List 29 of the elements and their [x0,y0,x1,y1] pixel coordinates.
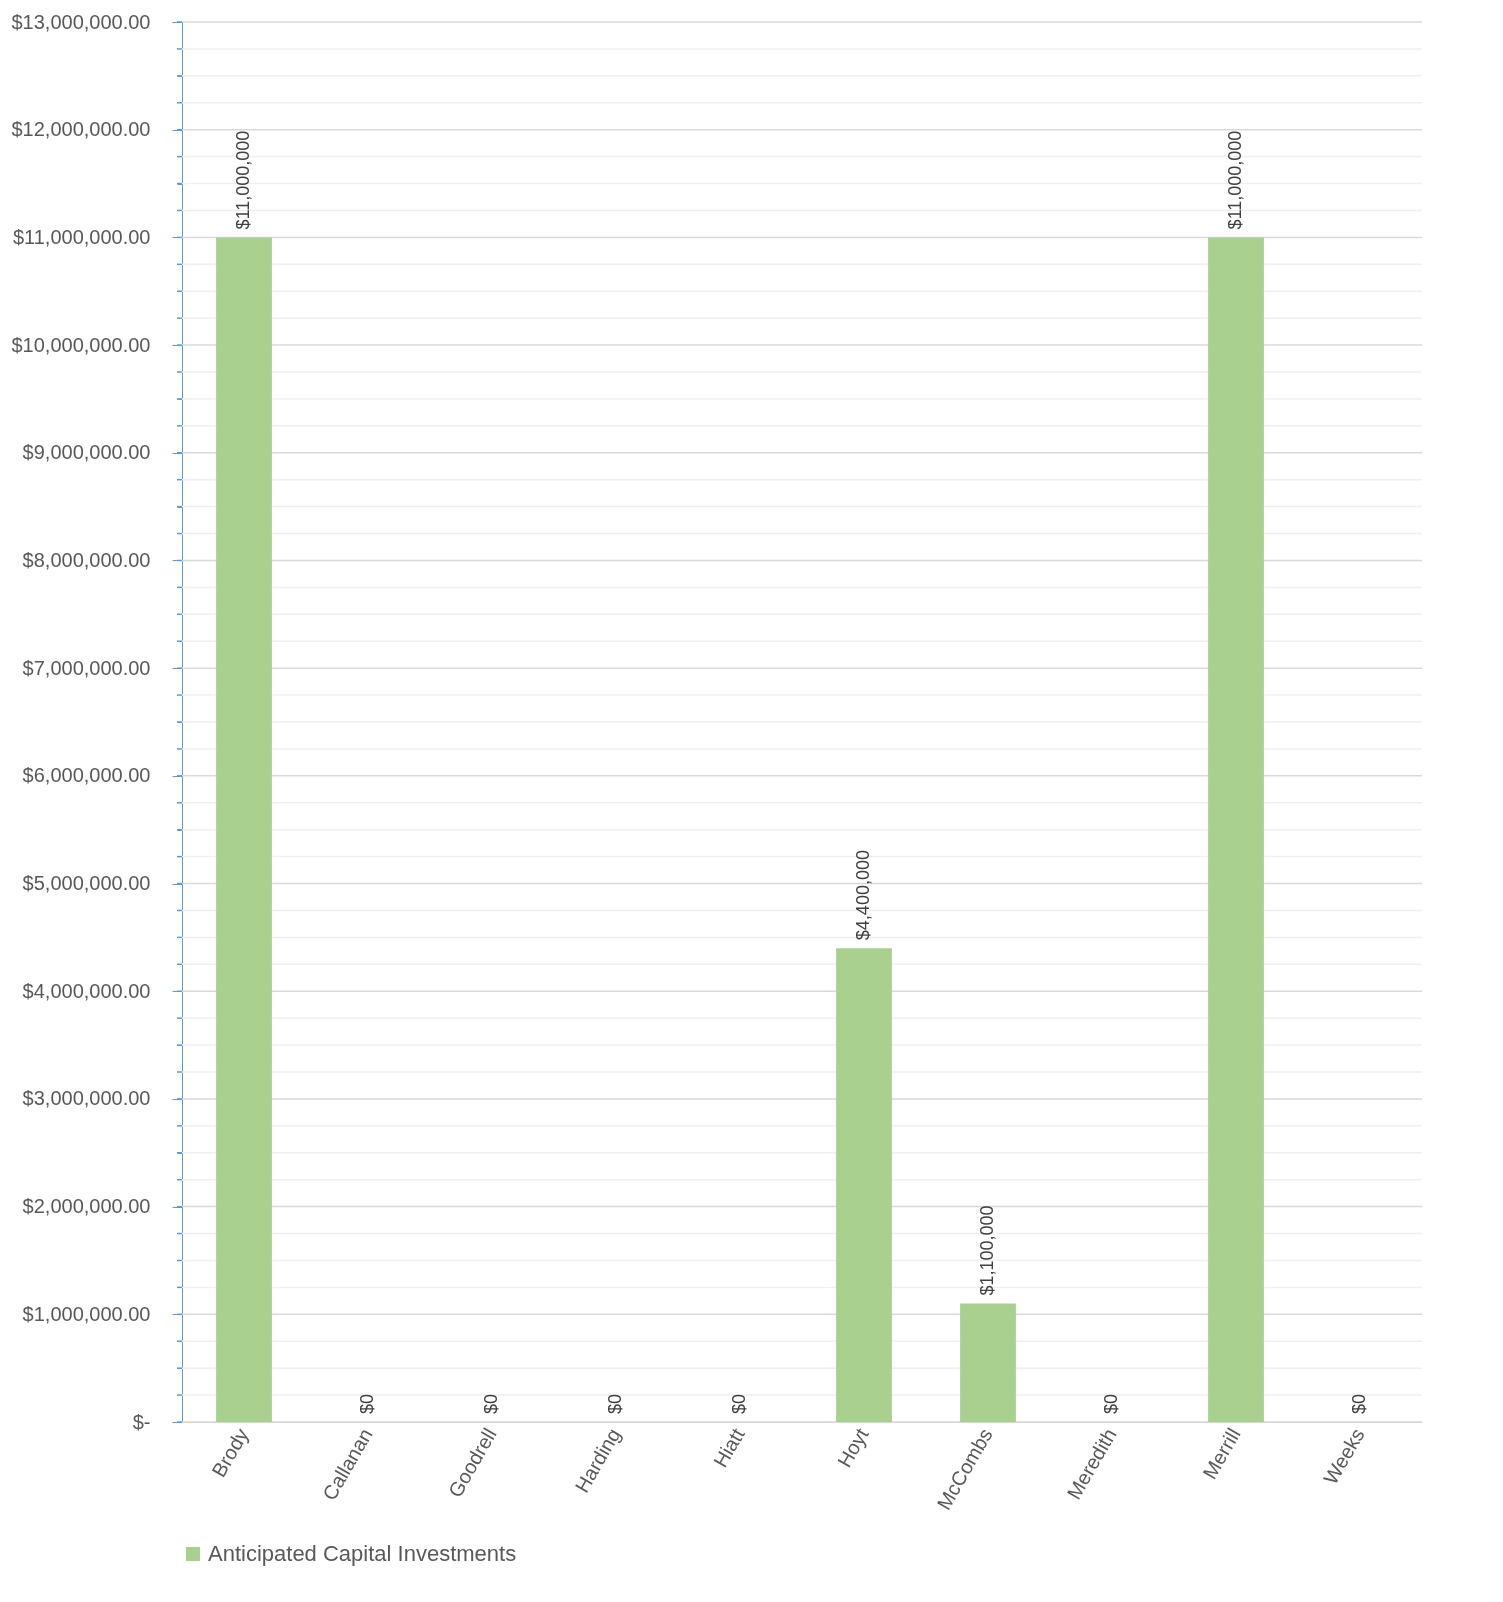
data-label: $4,400,000 [853,850,873,941]
y-tick-label: $3,000,000.00 [22,1087,151,1110]
y-tick-label: $13,000,000.00 [11,10,151,33]
y-tick-label: $1,000,000.00 [22,1302,151,1325]
y-tick-label: $6,000,000.00 [22,764,151,787]
y-tick-label: $4,000,000.00 [22,979,151,1002]
y-tick-label: $7,000,000.00 [22,656,151,679]
legend-label: Anticipated Capital Investments [208,1541,517,1566]
bar [216,237,272,1422]
y-tick-label: $2,000,000.00 [22,1195,151,1218]
data-label: $11,000,000 [233,130,253,230]
bar [960,1303,1016,1422]
y-tick-label: $8,000,000.00 [22,548,151,571]
data-label: $0 [1349,1393,1369,1414]
y-tick-label: $11,000,000.00 [12,225,151,248]
bar [1208,237,1264,1422]
data-label: $0 [605,1393,625,1414]
data-label: $0 [481,1393,501,1414]
bar [836,948,892,1422]
y-tick-label: $5,000,000.00 [22,872,151,895]
y-tick-label: $12,000,000.00 [11,118,151,141]
data-label: $0 [1101,1393,1121,1414]
y-tick-label: $9,000,000.00 [22,441,151,464]
y-tick-label: $10,000,000.00 [11,333,151,356]
y-tick-label: $- [132,1410,151,1433]
data-label: $0 [357,1393,377,1414]
data-label: $0 [729,1393,749,1414]
data-label: $1,100,000 [977,1205,997,1296]
data-label: $11,000,000 [1225,130,1245,230]
